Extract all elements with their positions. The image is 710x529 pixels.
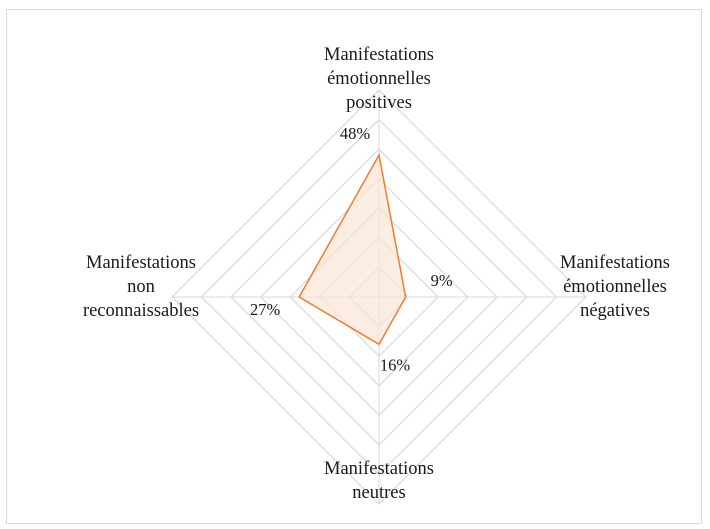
axis-label-0: Manifestations émotionnelles positives [324,45,434,113]
axis-label-line: Manifestations [324,459,434,479]
axis-label-2: Manifestations neutres [324,459,434,503]
axis-label-line: négatives [580,301,650,321]
axis-label-line: émotionnelles [563,277,667,297]
axis-label-line: neutres [352,483,405,503]
axis-labels: Manifestations émotionnelles positivesMani… [83,45,670,503]
radar-series [298,152,407,346]
axis-label-line: reconnaissables [83,301,199,321]
data-labels: 48% 9% 16% 27% [250,124,453,374]
axis-label-line: Manifestations [324,45,434,65]
data-label-3: 27% [250,300,281,319]
data-label-2: 16% [380,355,411,374]
axis-label-line: positives [346,93,412,113]
axis-label-line: non [127,277,155,297]
axis-label-1: Manifestations émotionnelles négatives [560,253,670,321]
series-area [298,152,407,346]
axis-label-line: Manifestations [560,253,670,273]
data-label-0: 48% [340,124,371,143]
axis-label-3: Manifestations non reconnaissables [83,253,199,321]
axis-label-line: Manifestations [86,253,196,273]
data-label-1: 9% [431,271,453,290]
axis-label-line: émotionnelles [327,69,431,89]
